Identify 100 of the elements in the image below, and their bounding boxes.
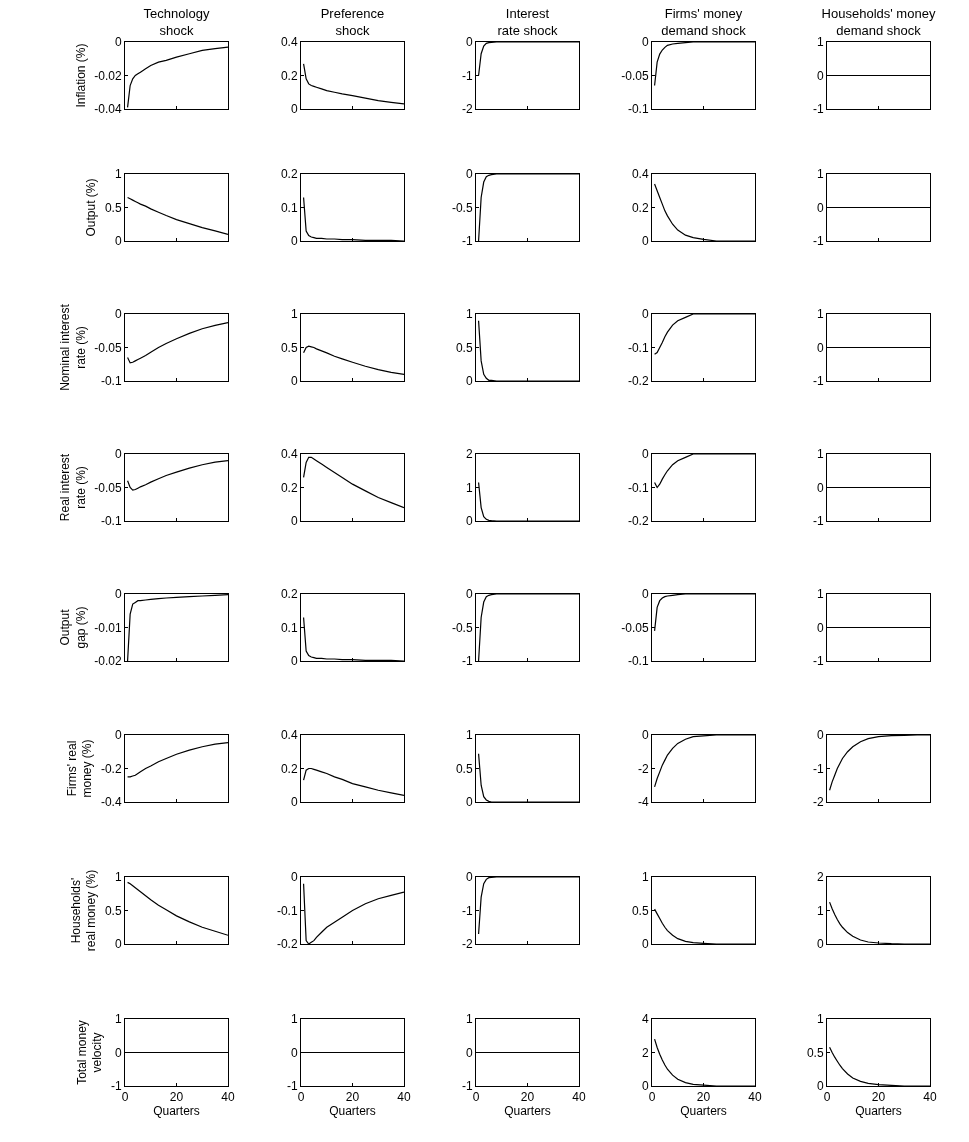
- y-tick-label: 0: [816, 937, 824, 952]
- y-tick-label: -1: [286, 1079, 298, 1094]
- chart-title: Firms' money demand shock: [661, 6, 747, 38]
- y-tick-label: -1: [812, 234, 824, 249]
- y-axis-title: Total money velocity: [74, 1020, 105, 1085]
- x-tick-label: 40: [397, 1090, 411, 1105]
- y-tick-label: 0: [816, 480, 824, 495]
- y-tick-label: -0.2: [100, 761, 122, 776]
- y-tick-label: 0: [290, 514, 298, 529]
- y-tick-label: 0: [114, 937, 122, 952]
- y-tick-label: 0: [114, 1045, 122, 1060]
- y-tick-label: -0.2: [627, 374, 649, 389]
- y-tick-label: -0.05: [621, 68, 649, 83]
- y-tick-label: 0: [816, 620, 824, 635]
- chart-title: Households' money demand shock: [821, 6, 936, 38]
- chart-title: Technology shock: [143, 6, 210, 38]
- chart-title: Interest rate shock: [497, 6, 558, 38]
- y-axis-title: Real interest rate (%): [57, 453, 88, 522]
- y-axis-title: Output (%): [84, 178, 99, 237]
- y-tick-label: -0.1: [276, 903, 298, 918]
- y-tick-label: -1: [461, 234, 473, 249]
- y-tick-label: 0: [816, 728, 824, 743]
- y-tick-label: -1: [812, 514, 824, 529]
- y-tick-label: 0: [641, 937, 649, 952]
- y-tick-label: -0.1: [627, 102, 649, 117]
- y-tick-label: 0: [641, 587, 649, 602]
- y-tick-label: 1: [465, 728, 473, 743]
- y-tick-label: 1: [816, 447, 824, 462]
- y-tick-label: 1: [816, 35, 824, 50]
- y-tick-label: -0.1: [627, 654, 649, 669]
- y-tick-label: 0: [290, 1045, 298, 1060]
- y-tick-label: -1: [461, 1079, 473, 1094]
- y-tick-label: -1: [110, 1079, 122, 1094]
- y-tick-label: 0.5: [455, 340, 473, 355]
- y-tick-label: 0.5: [806, 1045, 824, 1060]
- y-tick-label: 1: [465, 307, 473, 322]
- x-tick-label: 20: [696, 1090, 711, 1105]
- y-tick-label: -1: [812, 761, 824, 776]
- y-tick-label: 0: [114, 447, 122, 462]
- y-tick-label: 0.2: [280, 761, 298, 776]
- y-tick-label: 0: [290, 654, 298, 669]
- y-tick-label: 0: [114, 35, 122, 50]
- y-tick-label: -1: [812, 102, 824, 117]
- y-tick-label: -0.05: [621, 620, 649, 635]
- y-tick-label: 0.4: [280, 728, 298, 743]
- y-tick-label: -0.5: [451, 620, 473, 635]
- y-tick-label: 0: [465, 587, 473, 602]
- y-tick-label: 4: [641, 1012, 649, 1027]
- x-tick-label: 40: [221, 1090, 235, 1105]
- y-tick-label: -1: [461, 68, 473, 83]
- y-tick-label: 1: [114, 870, 122, 885]
- y-tick-label: 1: [816, 1012, 824, 1027]
- y-tick-label: 0.1: [280, 620, 298, 635]
- y-tick-label: -0.1: [627, 340, 649, 355]
- y-axis-title: Firms' real money (%): [64, 739, 95, 798]
- y-tick-label: -0.2: [276, 937, 298, 952]
- x-axis-title: Quarters: [329, 1104, 376, 1119]
- y-tick-label: 0: [641, 447, 649, 462]
- y-tick-label: 0: [290, 102, 298, 117]
- y-tick-label: 0.5: [104, 903, 122, 918]
- y-tick-label: 0.5: [280, 340, 298, 355]
- y-tick-label: -0.02: [94, 654, 122, 669]
- y-tick-label: 1: [465, 1012, 473, 1027]
- y-tick-label: 0: [290, 870, 298, 885]
- y-tick-label: 0: [465, 514, 473, 529]
- y-tick-label: 1: [816, 903, 824, 918]
- x-tick-label: 20: [169, 1090, 184, 1105]
- y-axis-title: Nominal interest rate (%): [57, 303, 88, 391]
- y-tick-label: -1: [461, 654, 473, 669]
- y-tick-label: 0: [816, 340, 824, 355]
- y-tick-label: 0: [641, 307, 649, 322]
- x-tick-label: 40: [572, 1090, 586, 1105]
- y-tick-label: 0: [114, 587, 122, 602]
- y-tick-label: -2: [637, 761, 649, 776]
- y-tick-label: 0: [641, 234, 649, 249]
- y-tick-label: 2: [641, 1045, 649, 1060]
- y-tick-label: -0.01: [94, 620, 122, 635]
- x-tick-label: 20: [871, 1090, 886, 1105]
- y-tick-label: -2: [461, 102, 473, 117]
- y-tick-label: 0: [114, 307, 122, 322]
- line-series: [126, 46, 228, 108]
- y-tick-label: 0.4: [280, 447, 298, 462]
- y-tick-label: 0.2: [280, 587, 298, 602]
- y-tick-label: 0: [816, 1079, 824, 1094]
- y-axis-title: Inflation (%): [73, 43, 88, 108]
- y-tick-label: 0: [465, 1045, 473, 1060]
- y-tick-label: 0.2: [280, 167, 298, 182]
- x-axis-title: Quarters: [855, 1104, 902, 1119]
- y-tick-label: 1: [114, 167, 122, 182]
- y-tick-label: 0: [816, 68, 824, 83]
- y-tick-label: -2: [812, 795, 824, 810]
- y-tick-label: 1: [290, 1012, 298, 1027]
- y-tick-label: -0.02: [94, 68, 122, 83]
- x-axis-title: Quarters: [680, 1104, 727, 1119]
- y-tick-label: 0.1: [280, 200, 298, 215]
- y-tick-label: -0.1: [627, 480, 649, 495]
- y-tick-label: 0: [465, 795, 473, 810]
- y-tick-label: 1: [114, 1012, 122, 1027]
- y-tick-label: -0.1: [100, 374, 122, 389]
- y-tick-label: -0.5: [451, 200, 473, 215]
